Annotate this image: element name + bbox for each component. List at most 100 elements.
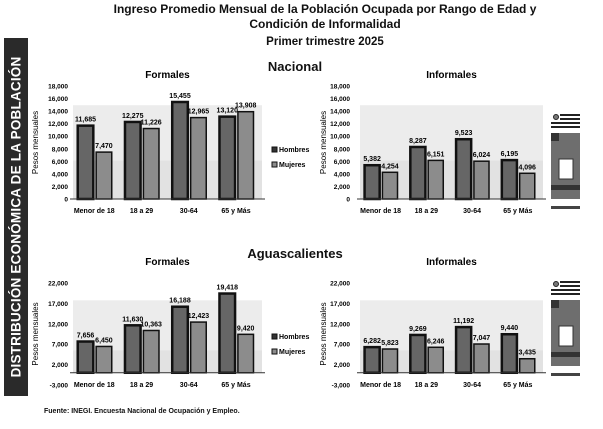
shield-corner-icon <box>551 300 559 308</box>
data-label: 6,195 <box>501 151 519 158</box>
bar-mujeres <box>95 151 113 200</box>
bar-hombres <box>123 120 142 201</box>
main-title-line-1: Ingreso Promedio Mensual de la Población… <box>113 2 537 16</box>
data-label: 13,908 <box>235 103 257 110</box>
bar-mujeres <box>427 346 445 374</box>
y-axis-label: Pesos mensuales <box>31 111 40 174</box>
data-label: 11,226 <box>141 120 162 127</box>
data-label: 6,024 <box>473 152 491 159</box>
y-axis-label: Pesos mensuales <box>319 111 328 174</box>
chart-title: Formales <box>145 70 190 81</box>
y-tick-label: 18,000 <box>48 84 68 91</box>
flag-stripe-icon <box>560 281 580 283</box>
data-label: 16,188 <box>169 298 191 305</box>
y-tick-label: 2,000 <box>52 362 69 369</box>
data-label: 5,382 <box>363 156 381 163</box>
legend-swatch-hombres <box>271 146 278 153</box>
category-label: 65 y Más <box>503 208 532 215</box>
data-label: 11,192 <box>453 318 474 325</box>
bar-hombres <box>170 305 190 375</box>
legend-label-mujeres: Mujeres <box>279 162 306 169</box>
category-label: 65 y Más <box>221 208 250 215</box>
main-title-line-2: Condición de Informalidad <box>249 17 401 31</box>
shield-panel-icon <box>558 158 574 180</box>
bar-hombres <box>454 325 473 375</box>
shield-band-icon <box>551 185 580 190</box>
shield-panel-icon <box>558 325 574 347</box>
category-label: Menor de 18 <box>360 208 401 215</box>
bar-mujeres <box>381 171 399 200</box>
bar-mujeres <box>473 343 490 374</box>
chart-title: Formales <box>145 257 190 268</box>
bar-hombres <box>363 345 381 375</box>
y-tick-label: 22,000 <box>48 281 68 288</box>
legend-swatch-mujeres <box>271 161 278 168</box>
bar-mujeres <box>189 321 207 374</box>
legend-label-hombres: Hombres <box>279 334 309 341</box>
data-label: 4,254 <box>381 163 399 170</box>
bar-mujeres <box>427 159 445 200</box>
bar-hombres <box>363 163 381 201</box>
data-label: 3,435 <box>518 350 536 357</box>
bar-hombres <box>218 292 237 375</box>
bar-mujeres <box>237 333 255 374</box>
data-label: 9,420 <box>237 325 255 332</box>
source-note: Fuente: INEGI. Encuesta Nacional de Ocup… <box>44 408 240 415</box>
flag-stripe-icon <box>560 114 580 116</box>
y-tick-label: 16,000 <box>330 96 350 103</box>
data-label: 6,450 <box>95 337 113 344</box>
y-tick-label: 18,000 <box>330 84 350 91</box>
bar-mujeres <box>237 110 255 200</box>
y-tick-label: -3,000 <box>332 383 351 390</box>
y-tick-label: 7,000 <box>52 342 69 349</box>
legend-swatch-hombres <box>271 333 278 340</box>
y-tick-label: 8,000 <box>334 146 351 153</box>
y-tick-label: 16,000 <box>48 96 68 103</box>
data-label: 12,965 <box>188 109 210 116</box>
bar-mujeres <box>95 345 113 374</box>
y-tick-label: 22,000 <box>330 281 350 288</box>
bar-hombres <box>500 332 519 375</box>
data-label: 12,275 <box>122 113 144 120</box>
shield-base-icon <box>551 206 580 209</box>
section-title-nacional: Nacional <box>267 59 323 74</box>
category-label: 30-64 <box>180 382 198 389</box>
y-tick-label: 17,000 <box>330 301 350 308</box>
data-label: 8,287 <box>409 138 427 145</box>
y-tick-label: 10,000 <box>330 134 350 141</box>
flag-stripe-icon <box>551 289 580 291</box>
category-label: 30-64 <box>463 382 481 389</box>
flag-stripe-icon <box>551 293 580 295</box>
chart-title: Informales <box>426 70 477 81</box>
bar-mujeres <box>189 116 207 200</box>
y-tick-label: 2,000 <box>52 184 69 191</box>
data-label: 11,685 <box>75 117 96 124</box>
data-label: 7,047 <box>473 335 491 342</box>
category-label: 30-64 <box>463 208 481 215</box>
legend-swatch-mujeres <box>271 348 278 355</box>
y-tick-label: 12,000 <box>48 321 68 328</box>
data-label: 12,423 <box>188 313 210 320</box>
bar-mujeres <box>142 329 160 374</box>
bar-hombres <box>218 115 237 201</box>
shield-band-icon <box>551 352 580 357</box>
bar-hombres <box>500 158 519 201</box>
y-tick-label: 2,000 <box>334 184 351 191</box>
y-tick-label: 0 <box>346 197 350 204</box>
data-label: 11,630 <box>122 316 143 323</box>
flag-stripe-icon <box>551 126 580 128</box>
y-tick-label: 7,000 <box>334 342 351 349</box>
category-label: Menor de 18 <box>360 382 401 389</box>
bar-hombres <box>76 340 95 375</box>
category-label: 18 a 29 <box>415 208 438 215</box>
legend-label-hombres: Hombres <box>279 147 309 154</box>
data-label: 7,470 <box>95 143 113 150</box>
y-tick-label: 0 <box>64 197 68 204</box>
y-tick-label: 6,000 <box>52 159 69 166</box>
y-tick-label: 17,000 <box>48 301 68 308</box>
chart-title: Informales <box>426 257 477 268</box>
data-label: 9,269 <box>409 326 427 333</box>
bar-mujeres <box>518 357 536 374</box>
y-tick-label: -3,000 <box>50 383 69 390</box>
